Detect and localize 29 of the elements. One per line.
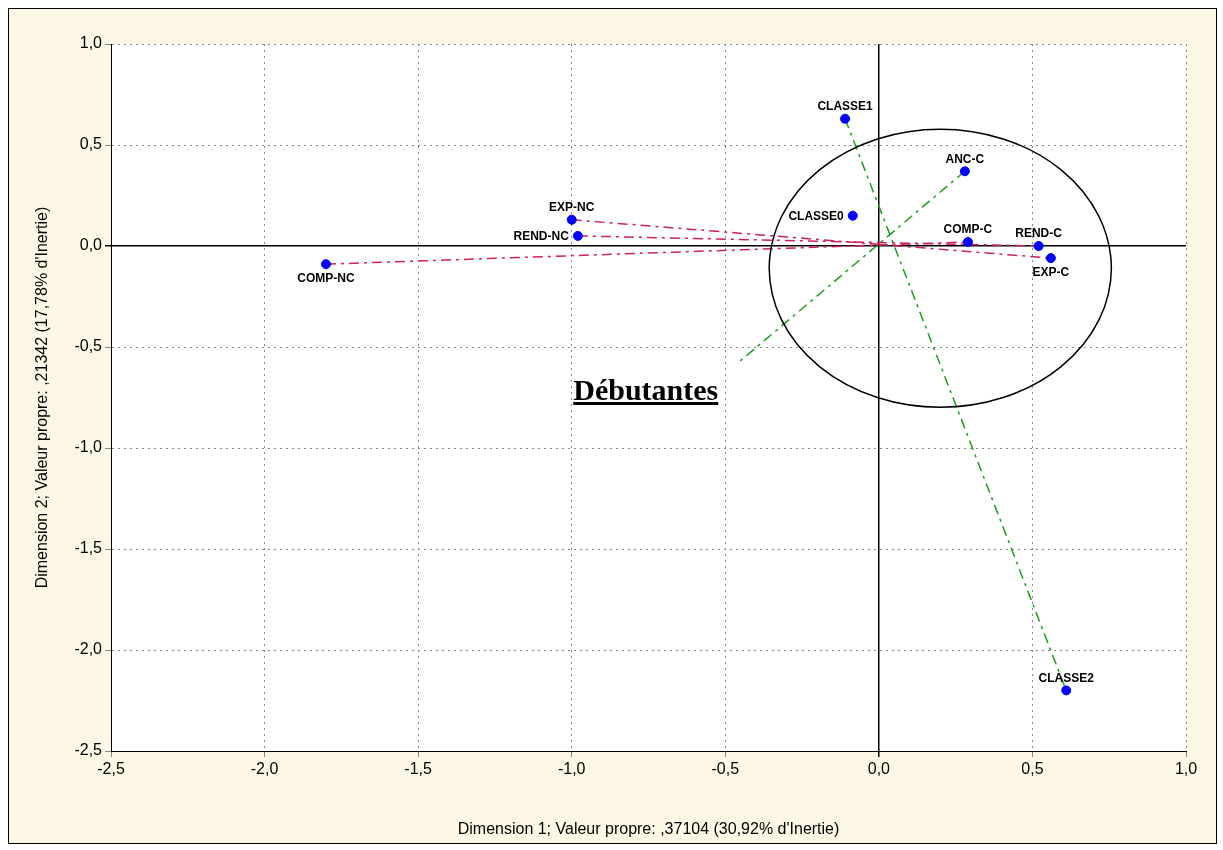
y-tick-label: 1,0 — [79, 34, 103, 52]
annotation: REND-C — [1015, 226, 1063, 241]
y-tick-label: -0,5 — [74, 337, 103, 355]
y-tick-label: 0,5 — [79, 135, 103, 153]
annotation: CLASSE0 — [788, 209, 845, 224]
x-tick-label: 0,5 — [1021, 760, 1044, 778]
x-tick-label: -1,5 — [404, 760, 433, 778]
y-tick-label: -2,5 — [74, 741, 103, 759]
y-axis-title: Dimension 2; Valeur propre: ,21342 (17,78% d'Inertie) — [33, 206, 51, 589]
annotation: REND-NC — [513, 229, 570, 244]
annotation: EXP-NC — [549, 200, 595, 215]
annotation: EXP-C — [1032, 265, 1070, 280]
x-tick-label: -2,5 — [97, 760, 125, 778]
x-tick-label: -1,0 — [557, 760, 586, 778]
x-tick-label: 0,0 — [867, 760, 891, 778]
x-tick-label: 1,0 — [1174, 760, 1198, 778]
annotation: COMP-NC — [297, 271, 355, 286]
annotation: COMP-C — [943, 222, 993, 237]
x-tick-label: -0,5 — [711, 760, 740, 778]
x-tick-label: -2,0 — [250, 760, 279, 778]
x-axis-title: Dimension 1; Valeur propre: ,37104 (30,92% d'Inertie) — [457, 819, 840, 837]
annotation: ANC-C — [945, 151, 985, 166]
y-tick-label: 0,0 — [79, 236, 103, 254]
annotation: CLASSE1 — [817, 99, 874, 114]
annotation: Débutantes — [573, 372, 719, 407]
y-tick-label: -1,0 — [74, 438, 103, 456]
y-tick-label: -2,0 — [74, 640, 103, 658]
annotation: CLASSE2 — [1038, 670, 1095, 685]
y-tick-label: -1,5 — [74, 539, 103, 557]
